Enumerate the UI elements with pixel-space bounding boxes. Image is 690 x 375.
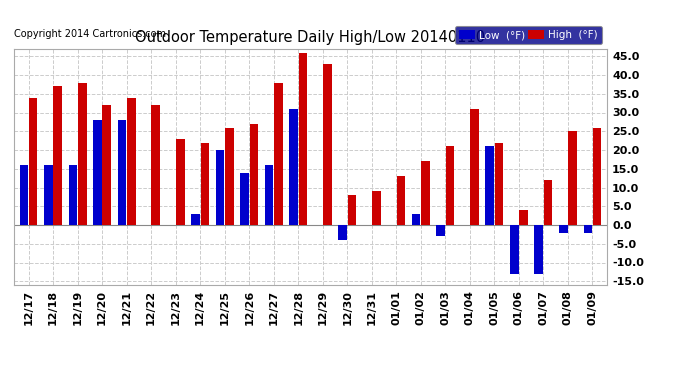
Bar xyxy=(397,176,405,225)
Bar xyxy=(127,98,135,225)
Bar xyxy=(421,161,430,225)
Bar xyxy=(29,98,37,225)
Bar xyxy=(471,109,479,225)
Bar xyxy=(569,131,577,225)
Bar xyxy=(372,191,381,225)
Bar xyxy=(68,165,77,225)
Bar xyxy=(152,105,160,225)
Bar xyxy=(584,225,592,232)
Bar xyxy=(102,105,111,225)
Bar xyxy=(265,165,273,225)
Bar xyxy=(446,146,454,225)
Bar xyxy=(299,53,307,225)
Bar xyxy=(510,225,519,274)
Bar xyxy=(495,142,504,225)
Bar xyxy=(201,142,209,225)
Title: Outdoor Temperature Daily High/Low 20140110: Outdoor Temperature Daily High/Low 20140… xyxy=(135,30,486,45)
Bar xyxy=(176,139,185,225)
Bar xyxy=(240,172,249,225)
Bar xyxy=(44,165,52,225)
Text: Copyright 2014 Cartronics.com: Copyright 2014 Cartronics.com xyxy=(14,29,166,39)
Bar xyxy=(117,120,126,225)
Bar xyxy=(19,165,28,225)
Bar xyxy=(436,225,445,236)
Bar xyxy=(338,225,347,240)
Bar xyxy=(274,82,283,225)
Bar xyxy=(53,86,62,225)
Bar xyxy=(250,124,258,225)
Bar xyxy=(593,128,602,225)
Bar xyxy=(191,214,200,225)
Bar xyxy=(486,146,494,225)
Bar xyxy=(93,120,101,225)
Bar xyxy=(289,109,298,225)
Bar xyxy=(535,225,543,274)
Bar xyxy=(323,64,332,225)
Bar xyxy=(216,150,224,225)
Bar xyxy=(544,180,553,225)
Legend: Low  (°F), High  (°F): Low (°F), High (°F) xyxy=(455,26,602,44)
Bar xyxy=(348,195,356,225)
Bar xyxy=(412,214,420,225)
Bar xyxy=(559,225,568,232)
Bar xyxy=(78,82,86,225)
Bar xyxy=(225,128,234,225)
Bar xyxy=(520,210,528,225)
